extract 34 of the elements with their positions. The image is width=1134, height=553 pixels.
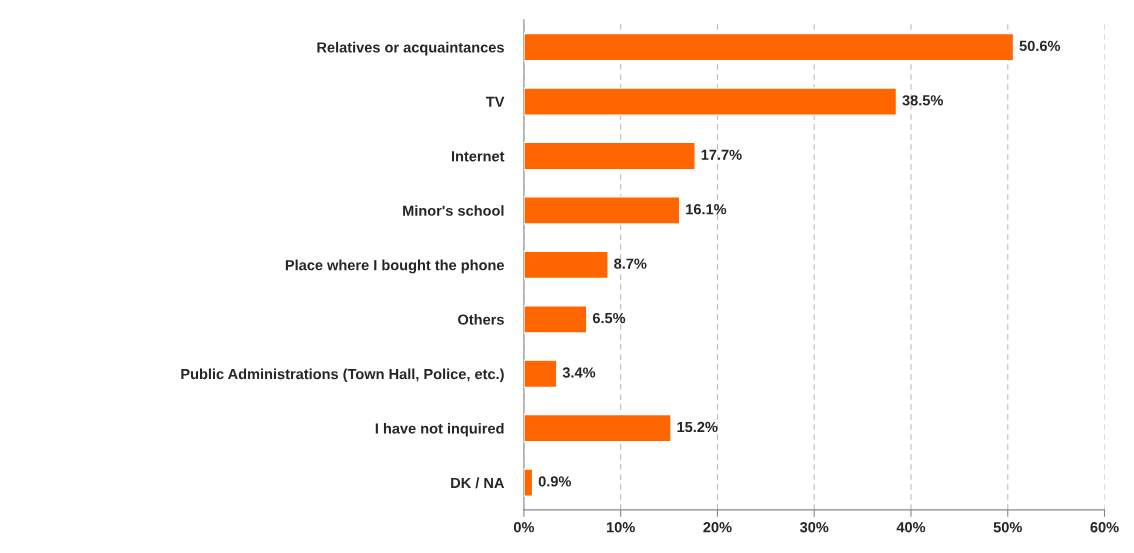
data-label: 6.5% [592,312,626,324]
data-label: 17.7% [701,149,742,160]
bar [523,250,609,280]
bar [523,468,534,497]
y-tick-label: Place where I bought the phone [285,259,504,274]
y-tick-label: Internet [451,151,505,162]
bar [523,32,1015,62]
x-tick-label: 20% [703,522,732,533]
y-tick-label: Public Administrations (Town Hall, Police, etc.) [181,368,504,383]
x-tick-label: 40% [896,522,926,533]
bar [523,196,681,225]
y-tick-label: Minor's school [403,205,504,216]
y-tick-label: Relatives or acquaintances [317,41,504,56]
x-tick-label: 10% [607,522,635,533]
y-tick-label: Others [458,314,504,325]
x-tick-label: 60% [1090,522,1119,533]
bar [523,141,696,171]
y-tick-label: TV [485,96,505,107]
bar [523,87,898,116]
bar [523,359,558,389]
x-tick-label: 30% [799,522,829,533]
data-label: 15.2% [677,421,718,433]
y-tick-label: I have not inquired [375,422,504,437]
x-tick-label: 0% [513,522,535,533]
data-label: 16.1% [686,204,727,215]
bar [523,413,672,443]
y-tick-label: DK / NA [451,477,505,489]
data-label: 8.7% [614,258,647,269]
data-label: 38.5% [902,95,943,106]
bar [523,305,588,334]
x-tick-label: 50% [993,522,1022,533]
data-label: 50.6% [1019,40,1061,52]
data-label: 3.4% [562,367,596,378]
data-label: 0.9% [538,476,572,487]
